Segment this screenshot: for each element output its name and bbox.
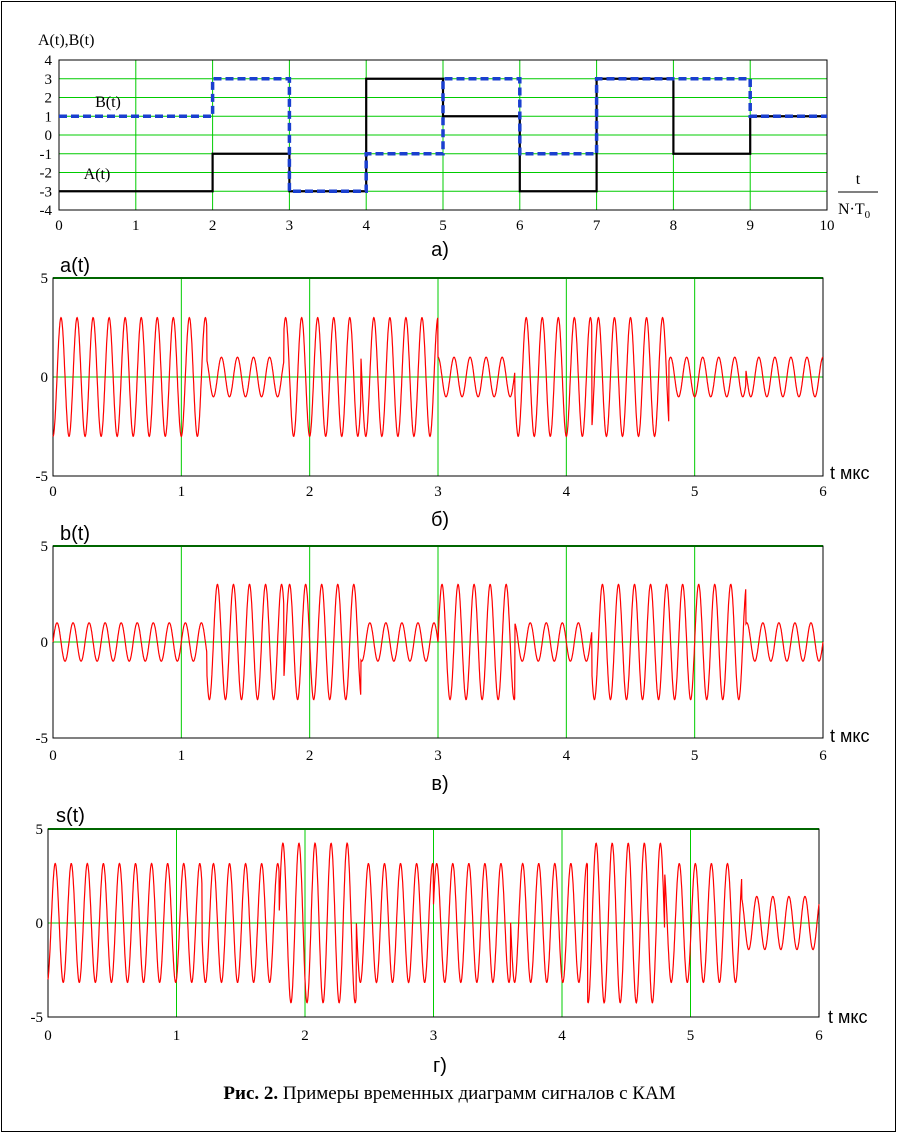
series-B-line (59, 77, 827, 193)
panel-label: г) (433, 1055, 447, 1077)
grid-lines (53, 277, 823, 476)
y-tick-label: 0 (45, 128, 53, 144)
y-tick-label: 0 (41, 635, 49, 651)
x-tick-label: 4 (563, 484, 571, 500)
x-tick-label: 6 (819, 748, 827, 764)
signal-waveform (47, 841, 820, 1005)
chart-panel-1: 0 1 2 3 4 5 6 7 8 9 1043210-1-2-3-4A(t),B(t)tN·T0B… (38, 32, 878, 261)
y-tick-label: 0 (36, 916, 44, 932)
x-tick-label: 3 (286, 218, 294, 234)
y-axis-title: s(t) (56, 805, 85, 827)
panel-label: б) (431, 509, 449, 531)
y-tick-label: 3 (45, 72, 53, 88)
x-tick-label: 10 (820, 218, 835, 234)
series-label-A: A(t) (84, 166, 111, 183)
y-tick-label: -4 (40, 203, 53, 219)
signal-waveform (52, 583, 824, 701)
x-axis-title: t мкс (830, 463, 869, 483)
x-axis-title: t мкс (828, 1007, 867, 1027)
x-tick-label: 5 (691, 484, 699, 500)
x-tick-label: 2 (301, 1028, 309, 1044)
y-tick-label: 0 (41, 370, 49, 386)
x-tick-label: 7 (593, 218, 601, 234)
x-tick-label: 8 (670, 218, 678, 234)
y-tick-label: 2 (45, 91, 53, 107)
x-tick-label: 2 (306, 748, 314, 764)
x-tick-label: 0 (55, 218, 63, 234)
y-tick-label: 5 (41, 539, 49, 555)
x-tick-label: 5 (691, 748, 699, 764)
panel-label: а) (431, 239, 449, 261)
figure-caption: Рис. 2. Примеры временных диаграмм сигна… (0, 1083, 899, 1105)
x-tick-label: 1 (178, 484, 186, 500)
x-tick-label: 4 (558, 1028, 566, 1044)
x-tick-label: 4 (563, 748, 571, 764)
y-tick-label: -5 (36, 469, 49, 485)
x-tick-label: 3 (434, 484, 442, 500)
x-tick-label: 0 (44, 1028, 52, 1044)
y-tick-label: -3 (40, 184, 53, 200)
x-tick-label: 3 (434, 748, 442, 764)
caption-text: Примеры временных диаграмм сигналов с КА… (278, 1083, 676, 1104)
x-axis-title-numerator: t (856, 171, 861, 188)
x-tick-label: 9 (746, 218, 754, 234)
x-tick-label: 1 (173, 1028, 181, 1044)
x-axis-title-subscript: 0 (865, 209, 871, 221)
x-tick-label: 3 (430, 1028, 438, 1044)
x-tick-label: 5 (687, 1028, 695, 1044)
x-tick-label: 6 (819, 484, 827, 500)
x-tick-label: 0 (49, 484, 57, 500)
series-label-B: B(t) (95, 94, 121, 111)
x-tick-label: 5 (439, 218, 447, 234)
x-tick-label: 6 (516, 218, 524, 234)
x-tick-label: 2 (306, 484, 314, 500)
panel-label: в) (431, 773, 448, 795)
series-A-line (59, 77, 827, 193)
y-tick-label: 5 (36, 822, 44, 838)
y-tick-label: -5 (36, 731, 49, 747)
x-tick-label: 2 (209, 218, 217, 234)
x-axis-title-denominator: N·T0 (838, 201, 871, 221)
y-tick-label: 4 (45, 53, 53, 69)
plot-frame (47, 828, 820, 1018)
y-tick-label: 5 (41, 271, 49, 287)
plot-frame (52, 277, 824, 477)
y-tick-label: -1 (40, 147, 53, 163)
y-tick-label: -2 (40, 166, 53, 182)
plot-frame (58, 59, 828, 211)
y-axis-title: A(t),B(t) (38, 32, 94, 49)
signal-waveform (52, 316, 824, 438)
y-axis-title: b(t) (60, 523, 90, 545)
caption-prefix: Рис. 2. (223, 1083, 279, 1104)
y-tick-label: -5 (31, 1010, 44, 1026)
y-axis-title: a(t) (60, 255, 90, 277)
x-tick-label: 0 (49, 748, 57, 764)
x-tick-label: 4 (362, 218, 370, 234)
x-tick-label: 1 (178, 748, 186, 764)
x-tick-label: 1 (132, 218, 140, 234)
x-axis-title: t мкс (830, 726, 869, 746)
x-tick-label: 6 (815, 1028, 823, 1044)
y-tick-label: 1 (45, 109, 53, 125)
